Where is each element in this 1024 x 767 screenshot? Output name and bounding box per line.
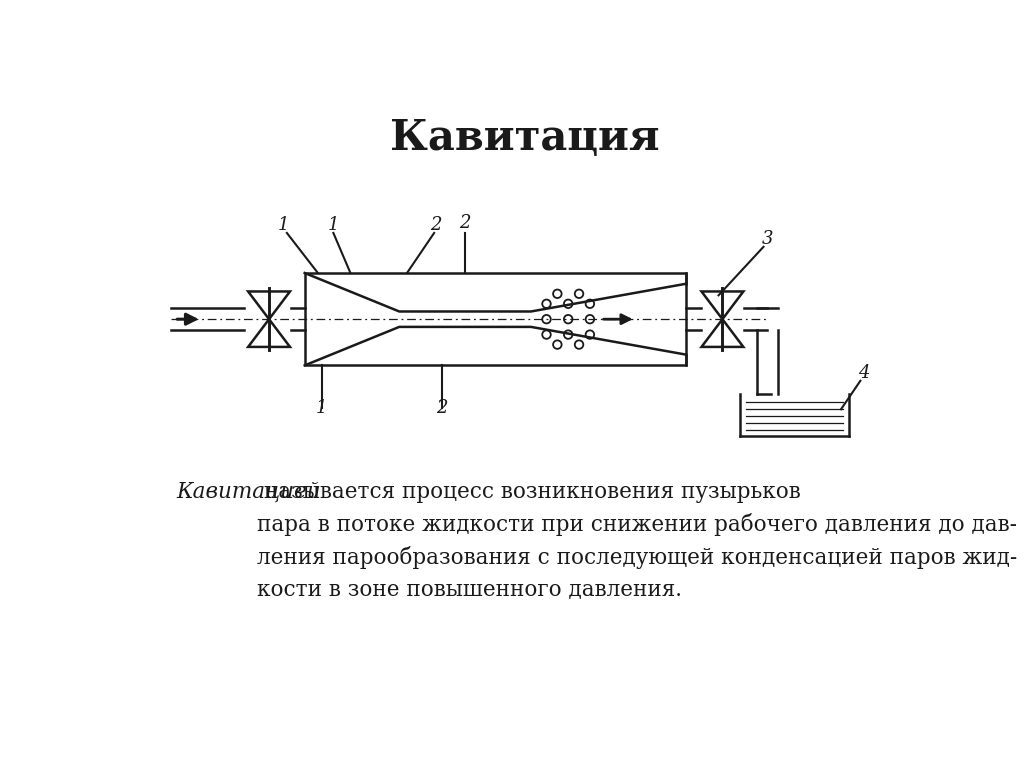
Text: Кавитация: Кавитация xyxy=(390,117,659,159)
Text: 2: 2 xyxy=(436,399,447,417)
Polygon shape xyxy=(248,319,290,347)
Text: Кавитацией: Кавитацией xyxy=(176,481,321,503)
Text: 2: 2 xyxy=(460,214,471,232)
Text: 4: 4 xyxy=(858,364,869,382)
Bar xyxy=(305,273,686,365)
Text: 1: 1 xyxy=(278,216,289,234)
Text: 1: 1 xyxy=(328,216,339,234)
Polygon shape xyxy=(701,319,743,347)
Polygon shape xyxy=(701,291,743,319)
Polygon shape xyxy=(248,291,290,319)
Text: называется процесс возникновения пузырьков
пара в потоке жидкости при снижении р: называется процесс возникновения пузырьк… xyxy=(257,481,1018,600)
Text: 3: 3 xyxy=(762,231,773,249)
Text: 1: 1 xyxy=(316,399,328,417)
Text: 2: 2 xyxy=(430,216,441,234)
